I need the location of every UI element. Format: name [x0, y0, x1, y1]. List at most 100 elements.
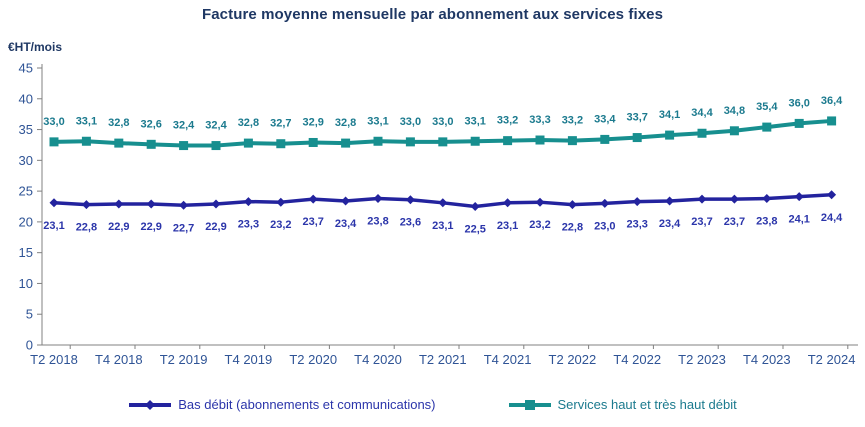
x-axis-tick-label: T2 2021 — [419, 352, 467, 367]
legend-label-bas-debit: Bas débit (abonnements et communications… — [178, 397, 436, 412]
data-point-label: 23,1 — [43, 220, 64, 232]
data-point-marker — [632, 197, 642, 207]
data-point-label: 33,1 — [464, 115, 485, 127]
data-point-marker — [308, 137, 318, 147]
data-point-label: 33,4 — [594, 113, 616, 125]
y-axis-unit-label: €HT/mois — [8, 40, 62, 54]
data-point-label: 32,6 — [140, 118, 161, 130]
data-point-marker — [146, 199, 156, 209]
x-axis-tick-label: T2 2022 — [549, 352, 597, 367]
y-axis-tick-label: 15 — [19, 245, 33, 260]
data-point-marker — [81, 136, 91, 146]
y-axis-tick-label: 35 — [19, 122, 33, 137]
data-point-marker — [827, 190, 837, 200]
data-point-marker — [665, 130, 675, 140]
data-point-label: 33,0 — [400, 116, 421, 128]
data-point-marker — [632, 133, 642, 143]
chart-title: Facture moyenne mensuelle par abonnement… — [201, 6, 664, 23]
x-axis-tick-label: T2 2024 — [808, 352, 856, 367]
x-axis-tick-label: T2 2020 — [289, 352, 337, 367]
data-point-marker — [470, 136, 480, 146]
data-point-label: 22,9 — [140, 221, 161, 233]
data-point-marker — [827, 116, 837, 126]
data-point-label: 23,7 — [691, 216, 712, 228]
data-point-marker — [503, 136, 513, 146]
data-point-label: 33,2 — [497, 115, 518, 127]
data-point-label: 33,1 — [76, 115, 97, 127]
data-point-label: 36,0 — [788, 97, 809, 109]
data-point-marker — [535, 135, 545, 145]
data-point-label: 23,1 — [432, 220, 453, 232]
data-point-marker — [438, 137, 448, 147]
data-point-marker — [308, 194, 318, 204]
data-point-label: 35,4 — [756, 101, 778, 113]
data-point-label: 33,3 — [529, 114, 550, 126]
data-point-label: 32,4 — [173, 120, 195, 132]
data-point-label: 32,7 — [270, 118, 291, 130]
data-point-label: 22,5 — [464, 224, 485, 236]
data-point-label: 23,3 — [626, 219, 647, 231]
legend-label-haut-debit: Services haut et très haut débit — [557, 397, 737, 412]
data-point-marker — [567, 200, 577, 210]
data-point-marker — [81, 200, 91, 210]
data-point-label: 23,7 — [724, 216, 745, 228]
data-point-marker — [729, 194, 739, 204]
data-point-marker — [762, 122, 772, 132]
data-point-label: 24,1 — [788, 214, 809, 226]
y-axis-tick-label: 45 — [19, 61, 33, 76]
data-point-label: 22,8 — [76, 222, 97, 234]
data-point-label: 36,4 — [821, 95, 843, 107]
y-axis-tick-label: 0 — [26, 338, 33, 353]
x-axis-tick-label: T4 2018 — [95, 352, 143, 367]
legend-item-bas-debit: Bas débit (abonnements et communications… — [128, 397, 436, 412]
x-axis-tick-label: T4 2022 — [613, 352, 661, 367]
data-point-label: 32,8 — [108, 117, 129, 129]
data-point-label: 23,8 — [756, 215, 777, 227]
data-point-marker — [49, 137, 59, 147]
data-point-marker — [243, 197, 253, 207]
y-axis-tick-label: 25 — [19, 184, 33, 199]
data-point-marker — [49, 198, 59, 208]
data-point-label: 22,8 — [562, 222, 583, 234]
x-axis-tick-label: T2 2018 — [30, 352, 78, 367]
data-point-label: 23,4 — [659, 218, 681, 230]
data-point-marker — [373, 193, 383, 203]
data-point-marker — [373, 136, 383, 146]
data-point-label: 22,9 — [108, 221, 129, 233]
data-point-marker — [794, 118, 804, 128]
y-axis-tick-label: 30 — [19, 153, 33, 168]
data-point-label: 33,0 — [43, 116, 64, 128]
data-point-marker — [697, 194, 707, 204]
data-point-label: 33,7 — [626, 112, 647, 124]
data-point-label: 33,2 — [562, 115, 583, 127]
data-point-marker — [211, 141, 221, 151]
bas-debit-line-diamond-icon — [129, 399, 172, 410]
data-point-label: 23,2 — [529, 219, 550, 231]
y-axis-tick-label: 10 — [19, 276, 33, 291]
data-point-label: 34,8 — [724, 105, 745, 117]
data-point-label: 22,7 — [173, 222, 194, 234]
chart-canvas: €HT/mois 0 5 10 15 20 25 30 35 40 45 T2 2018 T4 201… — [8, 40, 858, 367]
data-point-label: 34,1 — [659, 109, 680, 121]
data-point-label: 23,7 — [302, 216, 323, 228]
data-point-marker — [697, 128, 707, 138]
data-point-marker — [114, 199, 124, 209]
data-point-label: 23,6 — [400, 217, 421, 229]
data-point-marker — [276, 197, 286, 207]
data-point-label: 34,4 — [691, 107, 713, 119]
x-axis-tick-label: T4 2019 — [225, 352, 273, 367]
data-point-marker — [146, 139, 156, 149]
x-axis-tick-label: T2 2023 — [678, 352, 726, 367]
y-axis-tick-label: 20 — [19, 214, 33, 229]
haut-debit-line-square-icon — [508, 399, 551, 410]
data-point-marker — [276, 139, 286, 149]
data-point-label: 32,8 — [335, 117, 356, 129]
data-point-label: 23,8 — [367, 215, 388, 227]
data-point-marker — [600, 198, 610, 208]
data-point-marker — [503, 198, 513, 208]
data-point-label: 23,0 — [594, 220, 615, 232]
y-axis-tick-label: 5 — [26, 307, 33, 322]
data-point-marker — [114, 138, 124, 148]
data-point-marker — [405, 137, 415, 147]
